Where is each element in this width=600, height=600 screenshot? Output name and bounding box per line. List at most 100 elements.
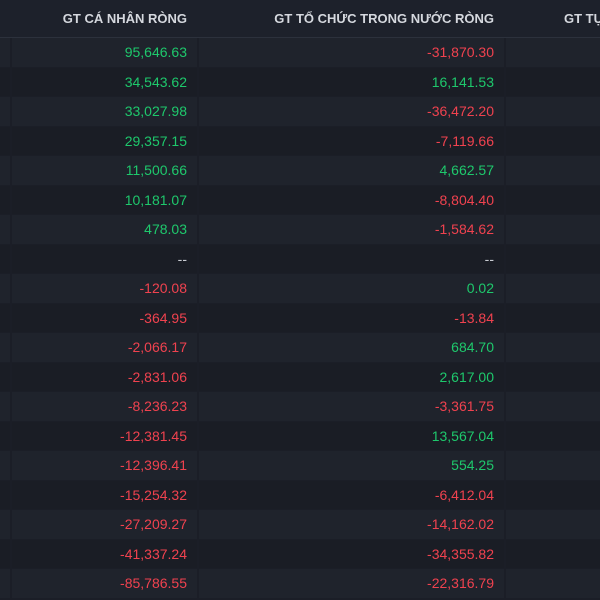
table-row[interactable]: 10,181.07 -8,804.40 [0,185,600,216]
cell-domestic-institution-net: -34,355.82 [199,539,504,568]
cell-domestic-institution-net: -14,162.02 [199,510,504,539]
cell-proprietary-net [506,510,600,539]
cell-proprietary-net [506,362,600,391]
row-leading-cell [0,126,10,155]
cell-individual-net: -364.95 [12,303,197,332]
cell-domestic-institution-net: -8,804.40 [199,185,504,214]
cell-proprietary-net [506,97,600,126]
table-row[interactable]: 95,646.63 -31,870.30 [0,38,600,68]
cell-proprietary-net [506,215,600,244]
table-row[interactable]: -- -- [0,244,600,275]
table-row[interactable]: -364.95 -13.84 [0,303,600,334]
cell-proprietary-net [506,156,600,185]
cell-domestic-institution-net: -7,119.66 [199,126,504,155]
cell-proprietary-net [506,451,600,480]
cell-domestic-institution-net: -6,412.04 [199,480,504,509]
table-header: GT CÁ NHÂN RÒNG GT TỔ CHỨC TRONG NƯỚC RÒ… [0,0,600,38]
cell-domestic-institution-net: 13,567.04 [199,421,504,450]
table-row[interactable]: -12,396.41 554.25 [0,451,600,481]
table-row[interactable]: -2,831.06 2,617.00 [0,362,600,393]
row-leading-cell [0,569,10,598]
cell-proprietary-net [506,539,600,568]
cell-domestic-institution-net: -3,361.75 [199,392,504,421]
cell-individual-net: -2,066.17 [12,333,197,362]
cell-proprietary-net [506,480,600,509]
cell-domestic-institution-net: 554.25 [199,451,504,480]
cell-individual-net: 10,181.07 [12,185,197,214]
cell-individual-net: 29,357.15 [12,126,197,155]
cell-domestic-institution-net: -- [199,244,504,273]
cell-individual-net: 478.03 [12,215,197,244]
cell-domestic-institution-net: -36,472.20 [199,97,504,126]
row-leading-cell [0,539,10,568]
cell-individual-net: -120.08 [12,274,197,303]
cell-domestic-institution-net: -31,870.30 [199,38,504,67]
cell-domestic-institution-net: 0.02 [199,274,504,303]
row-leading-cell [0,362,10,391]
row-leading-cell [0,185,10,214]
cell-domestic-institution-net: -13.84 [199,303,504,332]
cell-domestic-institution-net: 684.70 [199,333,504,362]
cell-domestic-institution-net: 16,141.53 [199,67,504,96]
cell-proprietary-net [506,67,600,96]
cell-individual-net: -12,396.41 [12,451,197,480]
cell-domestic-institution-net: -22,316.79 [199,569,504,598]
cell-individual-net: -15,254.32 [12,480,197,509]
row-leading-cell [0,67,10,96]
row-leading-cell [0,97,10,126]
cell-proprietary-net [506,392,600,421]
cell-proprietary-net [506,244,600,273]
header-proprietary-net[interactable]: GT TỰ [564,11,600,26]
row-leading-cell [0,156,10,185]
row-leading-cell [0,480,10,509]
table-row[interactable]: -41,337.24 -34,355.82 [0,539,600,570]
cell-proprietary-net [506,421,600,450]
row-leading-cell [0,274,10,303]
table-row[interactable]: -12,381.45 13,567.04 [0,421,600,452]
row-leading-cell [0,421,10,450]
table-row[interactable]: 33,027.98 -36,472.20 [0,97,600,127]
cell-proprietary-net [506,126,600,155]
row-leading-cell [0,303,10,332]
cell-individual-net: 34,543.62 [12,67,197,96]
row-leading-cell [0,244,10,273]
cell-individual-net: -8,236.23 [12,392,197,421]
row-leading-cell [0,38,10,67]
table-row[interactable]: -27,209.27 -14,162.02 [0,510,600,540]
table-row[interactable]: 478.03 -1,584.62 [0,215,600,245]
cell-proprietary-net [506,303,600,332]
table-row[interactable]: 29,357.15 -7,119.66 [0,126,600,157]
cell-individual-net: -41,337.24 [12,539,197,568]
cell-individual-net: 11,500.66 [12,156,197,185]
header-individual-net[interactable]: GT CÁ NHÂN RÒNG [62,11,187,26]
row-leading-cell [0,451,10,480]
cell-individual-net: -12,381.45 [12,421,197,450]
cell-individual-net: -27,209.27 [12,510,197,539]
header-domestic-institution-net[interactable]: GT TỔ CHỨC TRONG NƯỚC RÒNG [274,11,494,26]
row-leading-cell [0,392,10,421]
cell-proprietary-net [506,185,600,214]
table-row[interactable]: -8,236.23 -3,361.75 [0,392,600,422]
cell-domestic-institution-net: -1,584.62 [199,215,504,244]
table-row[interactable]: 34,543.62 16,141.53 [0,67,600,98]
table-row[interactable]: -15,254.32 -6,412.04 [0,480,600,511]
cell-domestic-institution-net: 2,617.00 [199,362,504,391]
cell-domestic-institution-net: 4,662.57 [199,156,504,185]
cell-proprietary-net [506,38,600,67]
cell-individual-net: 33,027.98 [12,97,197,126]
cell-individual-net: -2,831.06 [12,362,197,391]
cell-proprietary-net [506,274,600,303]
row-leading-cell [0,333,10,362]
cell-individual-net: 95,646.63 [12,38,197,67]
table-body: 95,646.63 -31,870.30 34,543.62 16,141.53 33,… [0,38,600,599]
row-leading-cell [0,215,10,244]
cell-individual-net: -- [12,244,197,273]
table-row[interactable]: -85,786.55 -22,316.79 [0,569,600,599]
table-row[interactable]: -2,066.17 684.70 [0,333,600,363]
cell-proprietary-net [506,569,600,598]
table-row[interactable]: 11,500.66 4,662.57 [0,156,600,186]
row-leading-cell [0,510,10,539]
table-row[interactable]: -120.08 0.02 [0,274,600,304]
cell-proprietary-net [506,333,600,362]
